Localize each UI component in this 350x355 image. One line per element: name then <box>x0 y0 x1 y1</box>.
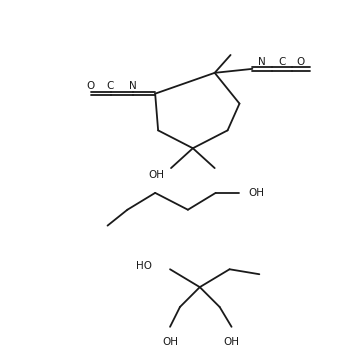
Text: OH: OH <box>248 188 264 198</box>
Text: HO: HO <box>136 261 152 271</box>
Text: O: O <box>86 81 95 91</box>
Text: OH: OH <box>148 170 164 180</box>
Text: C: C <box>107 81 114 91</box>
Text: N: N <box>130 81 137 91</box>
Text: OH: OH <box>224 337 239 347</box>
Text: N: N <box>258 57 266 67</box>
Text: OH: OH <box>162 337 178 347</box>
Text: C: C <box>279 57 286 67</box>
Text: O: O <box>297 57 305 67</box>
